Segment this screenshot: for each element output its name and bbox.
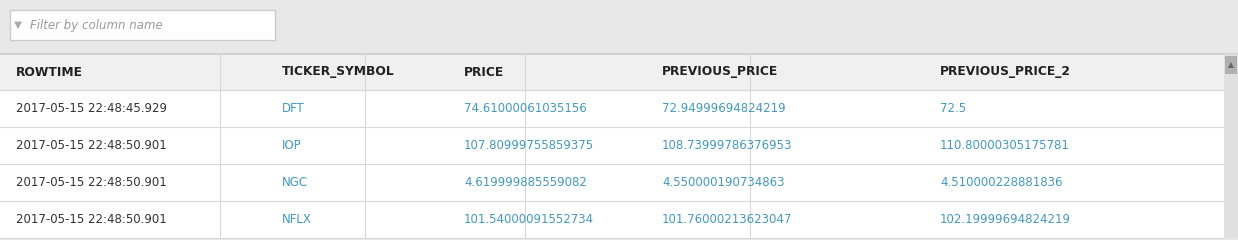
Text: DFT: DFT bbox=[282, 102, 305, 115]
Text: TICKER_SYMBOL: TICKER_SYMBOL bbox=[282, 66, 395, 78]
Text: ROWTIME: ROWTIME bbox=[16, 66, 83, 78]
Text: 101.76000213623047: 101.76000213623047 bbox=[662, 213, 792, 226]
Text: NFLX: NFLX bbox=[282, 213, 312, 226]
Bar bbox=[1224, 56, 1237, 74]
Text: 108.73999786376953: 108.73999786376953 bbox=[662, 139, 792, 152]
Text: Filter by column name: Filter by column name bbox=[30, 18, 162, 31]
FancyBboxPatch shape bbox=[10, 10, 275, 40]
Bar bbox=[0, 54, 1224, 238]
Text: 101.54000091552734: 101.54000091552734 bbox=[464, 213, 594, 226]
Text: ▲: ▲ bbox=[1228, 60, 1234, 70]
Text: 107.80999755859375: 107.80999755859375 bbox=[464, 139, 594, 152]
Text: 2017-05-15 22:48:50.901: 2017-05-15 22:48:50.901 bbox=[16, 213, 167, 226]
Bar bbox=[0, 54, 1224, 90]
Text: PREVIOUS_PRICE_2: PREVIOUS_PRICE_2 bbox=[940, 66, 1071, 78]
Text: 2017-05-15 22:48:50.901: 2017-05-15 22:48:50.901 bbox=[16, 176, 167, 189]
Text: 4.510000228881836: 4.510000228881836 bbox=[940, 176, 1062, 189]
Text: PREVIOUS_PRICE: PREVIOUS_PRICE bbox=[662, 66, 779, 78]
Text: NGC: NGC bbox=[282, 176, 308, 189]
Text: 102.19999694824219: 102.19999694824219 bbox=[940, 213, 1071, 226]
Text: 110.80000305175781: 110.80000305175781 bbox=[940, 139, 1070, 152]
Text: 2017-05-15 22:48:45.929: 2017-05-15 22:48:45.929 bbox=[16, 102, 167, 115]
Text: ▼: ▼ bbox=[14, 20, 22, 30]
Text: IOP: IOP bbox=[282, 139, 302, 152]
Text: 72.5: 72.5 bbox=[940, 102, 966, 115]
Bar bbox=[1224, 54, 1238, 238]
Bar bbox=[0, 0, 1238, 54]
Text: 74.61000061035156: 74.61000061035156 bbox=[464, 102, 587, 115]
Text: 2017-05-15 22:48:50.901: 2017-05-15 22:48:50.901 bbox=[16, 139, 167, 152]
Text: 4.550000190734863: 4.550000190734863 bbox=[662, 176, 785, 189]
Text: 4.619999885559082: 4.619999885559082 bbox=[464, 176, 587, 189]
Text: 72.94999694824219: 72.94999694824219 bbox=[662, 102, 786, 115]
Text: PRICE: PRICE bbox=[464, 66, 504, 78]
